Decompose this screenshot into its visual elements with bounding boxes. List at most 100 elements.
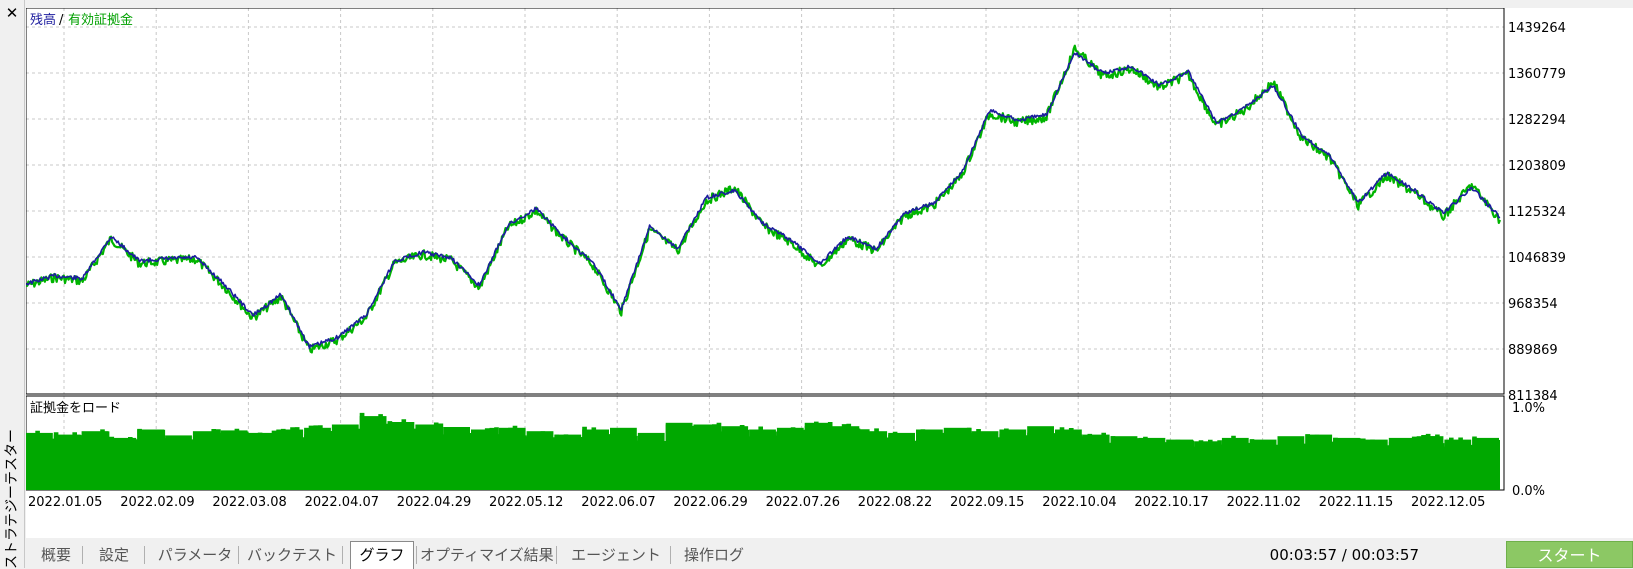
- tab-graph[interactable]: グラフ: [350, 541, 414, 569]
- load-bar: [971, 431, 999, 490]
- load-bar: [610, 427, 637, 490]
- load-bar: [776, 427, 804, 490]
- x-tick-label: 2022.11.15: [1319, 495, 1393, 510]
- y-tick-label: 811384: [1508, 389, 1558, 404]
- load-bar: [582, 429, 609, 490]
- load-bar: [832, 426, 860, 490]
- load-bar: [1333, 437, 1360, 490]
- load-bar: [359, 416, 387, 490]
- sub-y-axis-labels: 1.0% 0.0%: [1512, 401, 1545, 499]
- load-bar: [331, 424, 359, 490]
- tab-agents[interactable]: エージェント: [571, 546, 661, 564]
- load-bar: [1305, 434, 1333, 490]
- load-bar: [1110, 436, 1138, 490]
- load-bar: [415, 424, 443, 490]
- x-tick-label: 2022.06.07: [581, 495, 655, 510]
- tab-separator: [342, 546, 343, 564]
- main-plot-frame: [25, 7, 1505, 395]
- chart-svg: 1439264 1360779 1282294 1203809 1125324 10468…: [25, 7, 1566, 510]
- load-bar: [860, 431, 888, 490]
- load-bar: [1138, 437, 1166, 490]
- x-tick-label: 2022.10.04: [1042, 495, 1116, 510]
- load-bar: [165, 435, 192, 490]
- x-tick-label: 2022.05.12: [489, 495, 563, 510]
- y-tick-label: 1125324: [1508, 205, 1566, 220]
- tester-title: ストラテジーテスター: [0, 429, 24, 569]
- load-bar: [53, 434, 81, 490]
- legend-equity: 有効証拠金: [68, 12, 133, 28]
- load-bar: [1388, 437, 1416, 490]
- tab-separator: [144, 546, 145, 564]
- load-bar: [192, 431, 220, 490]
- tab-separator: [670, 546, 671, 564]
- load-bar: [1444, 439, 1472, 490]
- load-bar: [1055, 429, 1082, 490]
- x-tick-label: 2022.04.29: [397, 495, 471, 510]
- tab-summary[interactable]: 概要: [40, 546, 71, 564]
- load-bar: [1249, 439, 1277, 490]
- load-bar: [943, 427, 971, 490]
- load-bar: [665, 422, 693, 490]
- load-bar: [443, 427, 470, 490]
- load-bar: [916, 429, 943, 490]
- y-axis-labels: 1439264 1360779 1282294 1203809 1125324 10468…: [1508, 21, 1566, 404]
- tab-parameters[interactable]: パラメータ: [157, 546, 233, 564]
- y-tick-label: 1439264: [1508, 21, 1566, 36]
- load-bar: [109, 437, 137, 490]
- tab-journal[interactable]: 操作ログ: [683, 546, 744, 564]
- load-bar: [749, 429, 776, 490]
- load-bar: [1221, 437, 1249, 490]
- tester-title-label: ストラテジーテスター: [4, 429, 20, 569]
- x-tick-label: 2022.02.09: [120, 495, 194, 510]
- left-strip: ✕ ストラテジーテスター: [0, 0, 25, 569]
- x-tick-label: 2022.09.15: [950, 495, 1024, 510]
- load-bar: [1082, 434, 1110, 490]
- load-bars: [26, 412, 1500, 490]
- load-bar: [554, 434, 582, 490]
- x-tick-label: 2022.08.22: [858, 495, 932, 510]
- load-bar: [721, 426, 749, 490]
- x-tick-label: 2022.04.07: [305, 495, 379, 510]
- tab-separator: [556, 546, 557, 564]
- load-bar: [526, 431, 554, 490]
- load-bar: [1472, 437, 1499, 490]
- y-tick-label: 1360779: [1508, 67, 1566, 82]
- load-bar: [137, 429, 164, 490]
- chart-panel: 1439264 1360779 1282294 1203809 1125324 10468…: [25, 7, 1633, 538]
- tab-optimization-results[interactable]: オプティマイズ結果: [420, 546, 554, 564]
- tab-settings[interactable]: 設定: [98, 546, 129, 564]
- tab-bar: 概要 設定 パラメータ バックテスト グラフ オプティマイズ結果 エージェント 操作ログ 00…: [26, 540, 1633, 569]
- start-button[interactable]: スタート: [1506, 541, 1633, 568]
- tab-separator: [416, 546, 417, 564]
- x-tick-label: 2022.07.26: [766, 495, 840, 510]
- y-tick-label: 889869: [1508, 343, 1558, 358]
- load-bar: [81, 431, 109, 490]
- load-bar: [1277, 436, 1305, 490]
- y-tick-label: 1282294: [1508, 113, 1566, 128]
- tab-backtest[interactable]: バックテスト: [246, 546, 337, 564]
- load-bar: [498, 427, 526, 490]
- elapsed-timer: 00:03:57 / 00:03:57: [1269, 546, 1419, 564]
- x-tick-label: 2022.10.17: [1134, 495, 1208, 510]
- y-tick-label: 1046839: [1508, 251, 1566, 266]
- x-axis-labels: 2022.01.05 2022.02.09 2022.03.08 2022.04.07…: [28, 495, 1485, 510]
- sub-y-tick-label: 1.0%: [1512, 401, 1545, 416]
- load-bar: [1194, 441, 1221, 490]
- x-tick-label: 2022.01.05: [28, 495, 102, 510]
- load-bar: [471, 429, 498, 490]
- x-tick-label: 2022.11.02: [1227, 495, 1301, 510]
- load-bar: [888, 432, 915, 490]
- close-icon[interactable]: ✕: [5, 4, 19, 22]
- main-grid: [26, 8, 1504, 394]
- load-bar: [276, 429, 304, 490]
- tab-separator: [82, 546, 83, 564]
- x-tick-label: 2022.03.08: [212, 495, 286, 510]
- load-bar: [220, 430, 248, 490]
- load-bar: [693, 424, 721, 490]
- load-bar: [26, 432, 53, 490]
- y-tick-label: 1203809: [1508, 159, 1566, 174]
- load-bar: [637, 432, 665, 490]
- load-bar: [387, 422, 415, 490]
- sub-panel-title: 証拠金をロード: [30, 400, 121, 416]
- tab-separator: [238, 546, 239, 564]
